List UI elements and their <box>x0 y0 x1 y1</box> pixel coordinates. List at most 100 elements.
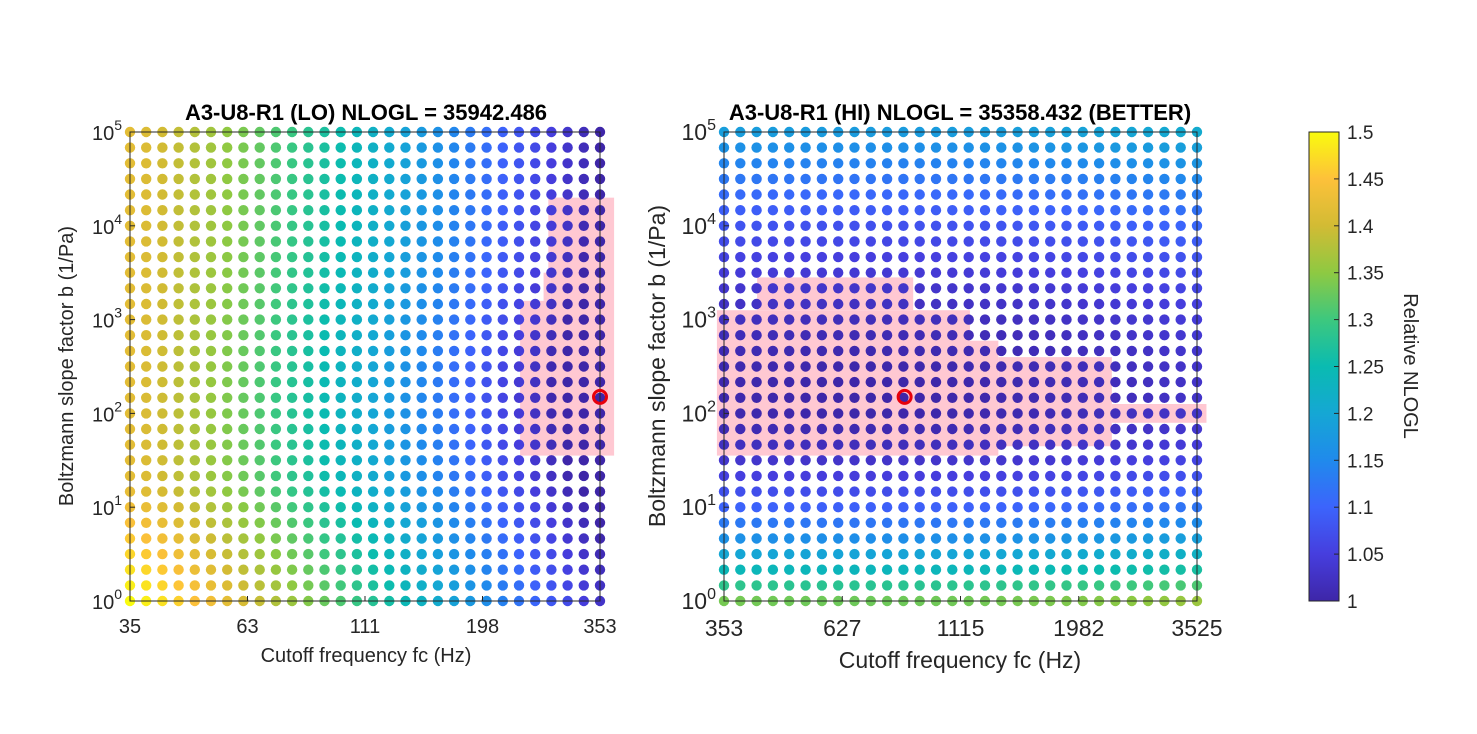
data-point <box>497 220 508 231</box>
data-point <box>914 142 925 153</box>
data-point <box>930 502 942 513</box>
data-point <box>205 439 217 450</box>
data-point <box>947 298 958 310</box>
data-point <box>800 470 811 482</box>
data-point <box>513 283 525 294</box>
data-point <box>254 330 265 341</box>
data-point <box>947 158 958 169</box>
data-point <box>1159 361 1170 372</box>
data-point <box>367 455 379 466</box>
data-point <box>784 220 795 231</box>
data-point <box>735 173 746 185</box>
data-point <box>562 470 573 482</box>
data-point <box>530 205 541 216</box>
data-point <box>286 580 298 591</box>
data-point <box>448 220 460 231</box>
data-point <box>546 345 557 357</box>
data-point <box>1110 486 1121 497</box>
data-point <box>1142 548 1154 560</box>
data-point <box>1077 158 1089 169</box>
colorbar-tick-label: 1.2 <box>1347 404 1373 425</box>
data-point <box>1077 455 1089 466</box>
data-point <box>816 376 828 388</box>
data-point <box>481 314 492 325</box>
data-point <box>448 142 460 153</box>
data-point <box>303 548 314 560</box>
data-point <box>173 486 184 497</box>
data-point <box>189 455 200 466</box>
data-point <box>432 439 444 450</box>
data-point <box>222 533 233 544</box>
data-point <box>996 267 1007 278</box>
data-point <box>384 236 395 247</box>
data-point <box>173 330 184 341</box>
data-point <box>1077 267 1089 278</box>
data-point <box>481 298 492 310</box>
data-point <box>1110 376 1121 388</box>
data-point <box>1012 142 1023 153</box>
data-point <box>465 251 476 263</box>
data-point <box>849 423 860 435</box>
data-point <box>881 580 893 591</box>
data-point <box>1077 376 1089 388</box>
data-point <box>1077 173 1089 185</box>
data-point <box>1159 580 1170 591</box>
data-point <box>947 486 958 497</box>
data-point <box>1175 423 1186 435</box>
data-point <box>222 564 233 575</box>
data-point <box>1045 251 1056 263</box>
data-point <box>546 142 557 153</box>
data-point <box>319 142 330 153</box>
data-point <box>286 158 298 169</box>
data-point <box>963 423 974 435</box>
data-point <box>141 564 152 575</box>
data-point <box>319 455 330 466</box>
data-point <box>335 330 346 341</box>
y-tick-label: 101 <box>92 492 122 520</box>
data-point <box>898 189 909 200</box>
data-point <box>979 423 991 435</box>
data-point <box>141 533 152 544</box>
data-point <box>351 580 363 591</box>
data-point <box>1077 330 1089 341</box>
data-point <box>1126 376 1138 388</box>
data-point <box>996 533 1007 544</box>
data-point <box>1110 173 1121 185</box>
data-point <box>1012 158 1023 169</box>
data-point <box>1110 298 1121 310</box>
data-point <box>189 548 200 560</box>
data-point <box>141 345 152 357</box>
data-point <box>800 580 811 591</box>
data-point <box>1028 189 1040 200</box>
data-point <box>1077 517 1089 528</box>
data-point <box>367 298 379 310</box>
data-point <box>546 517 557 528</box>
data-point <box>465 220 476 231</box>
data-point <box>800 314 811 325</box>
data-point <box>335 423 346 435</box>
data-point <box>416 361 427 372</box>
data-point <box>865 470 876 482</box>
data-point <box>562 580 573 591</box>
data-point <box>157 439 168 450</box>
y-tick-label: 100 <box>92 586 122 614</box>
data-point <box>1110 470 1121 482</box>
data-point <box>578 517 589 528</box>
data-point <box>800 408 811 419</box>
data-point <box>881 533 893 544</box>
data-point <box>351 455 363 466</box>
data-point <box>173 517 184 528</box>
data-point <box>898 517 909 528</box>
data-point <box>784 330 795 341</box>
data-point <box>849 267 860 278</box>
data-point <box>578 298 589 310</box>
data-point <box>416 236 427 247</box>
data-point <box>1126 502 1138 513</box>
data-point <box>1028 345 1040 357</box>
data-point <box>157 564 168 575</box>
data-point <box>1175 283 1186 294</box>
data-point <box>898 298 909 310</box>
data-point <box>1110 580 1121 591</box>
data-point <box>1159 330 1170 341</box>
data-point <box>816 142 828 153</box>
